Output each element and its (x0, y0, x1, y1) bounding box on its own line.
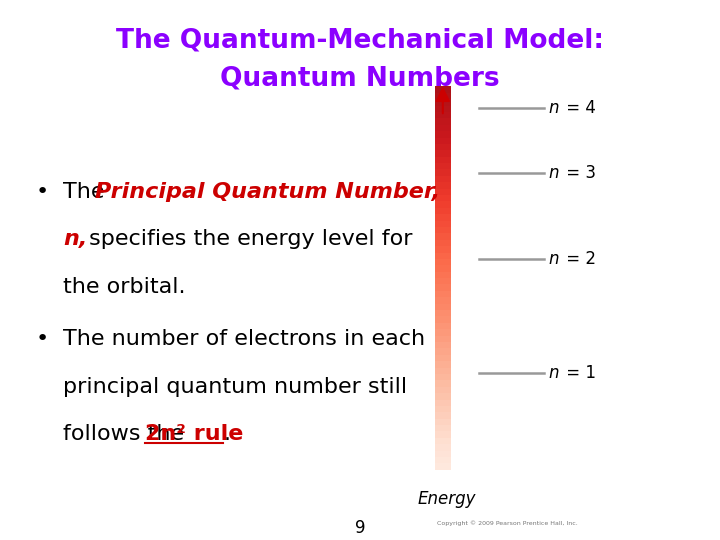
Text: n: n (549, 99, 559, 117)
Text: .: . (223, 424, 230, 444)
Text: = 2: = 2 (561, 250, 596, 268)
Text: Copyright © 2009 Pearson Prentice Hall, Inc.: Copyright © 2009 Pearson Prentice Hall, … (437, 520, 578, 525)
Text: The Quantum-Mechanical Model:: The Quantum-Mechanical Model: (116, 28, 604, 53)
Text: n: n (549, 250, 559, 268)
Text: 2n² rule: 2n² rule (145, 424, 244, 444)
Text: = 4: = 4 (561, 99, 595, 117)
Text: = 3: = 3 (561, 164, 596, 182)
Text: The number of electrons in each: The number of electrons in each (63, 329, 426, 349)
Text: = 1: = 1 (561, 363, 596, 382)
Text: The: The (63, 181, 112, 202)
Text: Principal Quantum Number,: Principal Quantum Number, (95, 181, 440, 202)
Text: •: • (36, 181, 49, 202)
Text: principal quantum number still: principal quantum number still (63, 376, 408, 396)
Text: n: n (549, 164, 559, 182)
Text: the orbital.: the orbital. (63, 276, 186, 297)
Text: n,: n, (63, 229, 88, 249)
Text: specifies the energy level for: specifies the energy level for (82, 229, 413, 249)
Text: Quantum Numbers: Quantum Numbers (220, 65, 500, 91)
Text: n: n (549, 363, 559, 382)
Text: 9: 9 (355, 519, 365, 537)
Text: follows the: follows the (63, 424, 192, 444)
Text: Energy: Energy (417, 490, 476, 509)
Text: •: • (36, 329, 49, 349)
